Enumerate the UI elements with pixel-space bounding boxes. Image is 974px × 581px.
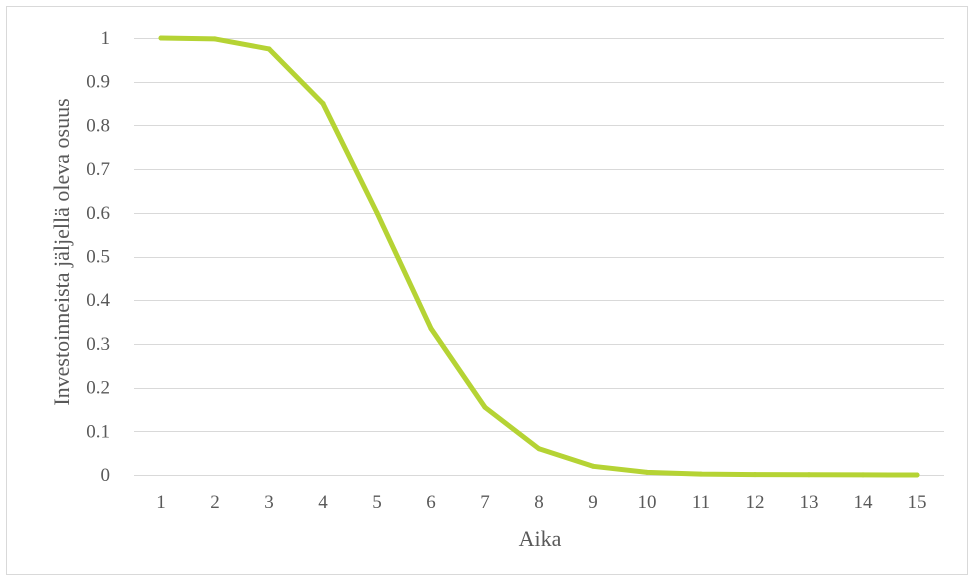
data-point <box>482 404 488 410</box>
data-point <box>536 446 542 452</box>
y-tick-label: 0.9 <box>86 72 110 93</box>
y-tick-label: 0.5 <box>86 247 110 268</box>
x-tick-label: 5 <box>372 492 382 513</box>
series-layer <box>158 35 920 478</box>
y-tick-label: 0 <box>101 465 111 486</box>
data-point <box>212 36 218 42</box>
x-tick-label: 12 <box>746 492 765 513</box>
gridlines <box>134 38 944 476</box>
x-tick-label: 14 <box>854 492 874 513</box>
y-tick-label: 0.7 <box>86 159 110 180</box>
x-tick-label: 15 <box>908 492 927 513</box>
x-tick-label: 2 <box>210 492 220 513</box>
y-tick-labels: 0 0.1 0.2 0.3 0.4 0.5 0.6 0.7 0.8 0.9 1 <box>86 28 110 486</box>
x-tick-label: 11 <box>692 492 710 513</box>
y-tick-label: 1 <box>101 28 111 49</box>
x-tick-label: 6 <box>426 492 436 513</box>
x-tick-label: 13 <box>800 492 819 513</box>
x-tick-label: 3 <box>264 492 274 513</box>
x-tick-label: 8 <box>534 492 544 513</box>
data-point <box>752 472 758 478</box>
data-point <box>158 35 164 41</box>
data-point <box>266 46 272 52</box>
data-point <box>590 463 596 469</box>
x-tick-label: 10 <box>638 492 657 513</box>
data-point <box>914 472 920 478</box>
x-tick-label: 7 <box>480 492 490 513</box>
data-point <box>428 326 434 332</box>
y-tick-label: 0.1 <box>86 421 110 442</box>
x-tick-label: 9 <box>588 492 598 513</box>
y-tick-label: 0.6 <box>86 203 110 224</box>
data-point <box>860 472 866 478</box>
y-tick-label: 0.2 <box>86 378 110 399</box>
y-tick-label: 0.3 <box>86 334 110 355</box>
x-axis-title: Aika <box>519 526 562 551</box>
data-point <box>806 472 812 478</box>
x-tick-label: 1 <box>156 492 166 513</box>
data-point <box>644 469 650 475</box>
x-tick-label: 4 <box>318 492 328 513</box>
y-tick-label: 0.4 <box>86 290 110 311</box>
x-tick-labels: 1 2 3 4 5 6 7 8 9 10 11 12 13 14 15 <box>156 492 926 513</box>
y-tick-label: 0.8 <box>86 115 110 136</box>
series-line-0 <box>158 35 920 478</box>
data-point <box>374 210 380 216</box>
data-point <box>320 101 326 107</box>
data-point <box>698 471 704 477</box>
y-axis-title: Investoinneista jäljellä oleva osuus <box>49 98 74 405</box>
